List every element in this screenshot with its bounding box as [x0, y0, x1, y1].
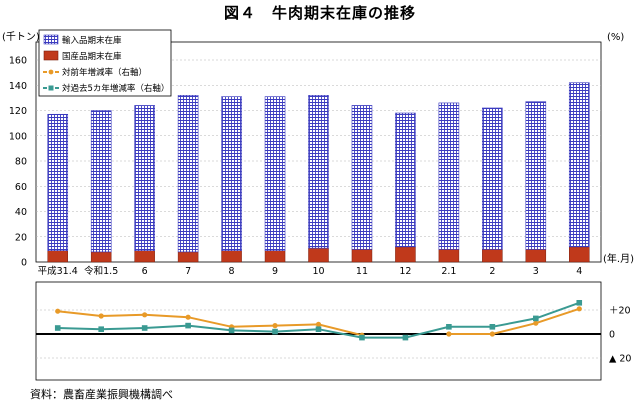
bar-import [568, 82, 590, 248]
marker-5yr [228, 327, 235, 334]
marker-5yr [272, 328, 278, 335]
legend-swatch-domestic [43, 50, 59, 61]
bar-import [264, 96, 286, 251]
bar-import [221, 96, 242, 251]
marker-yoy [576, 306, 582, 312]
marker-yoy [98, 313, 104, 319]
bar-import [308, 95, 329, 249]
bar-domestic [134, 250, 155, 263]
x-axis-unit: (年.月) [603, 252, 634, 265]
right-axis-ticks: ＋20 0 ▲ 20 [609, 306, 631, 365]
bar-domestic [90, 251, 112, 263]
y-tick-label: 160 [9, 56, 27, 67]
x-tick-label: 8 [229, 266, 235, 277]
series-line-yoy [448, 307, 580, 335]
x-tick-label: 12 [399, 266, 411, 277]
legend-marker-5yr [48, 85, 54, 91]
bar-domestic [221, 250, 242, 263]
marker-5yr [533, 315, 539, 322]
bars [47, 82, 590, 263]
bar-import [395, 112, 416, 248]
marker-yoy [533, 320, 539, 326]
right-tick-label: 0 [609, 330, 615, 341]
bar-import [438, 102, 460, 250]
series-line-yoy [57, 310, 363, 337]
bar-import [134, 105, 155, 251]
x-tick-label: 9 [272, 266, 278, 277]
x-tick-label: 平成31.4 [38, 265, 78, 277]
bar-import [47, 113, 69, 251]
marker-5yr [185, 322, 191, 329]
marker-yoy [489, 331, 495, 337]
marker-5yr [359, 334, 365, 341]
y-tick-label: 0 [21, 258, 27, 269]
y-tick-label: 40 [15, 207, 27, 218]
marker-yoy [272, 323, 278, 329]
bar-import [90, 110, 112, 253]
y-tick-label: 100 [9, 131, 27, 142]
x-tick-label: 11 [356, 266, 368, 277]
bar-domestic [177, 251, 199, 263]
x-tick-label: 10 [312, 266, 324, 277]
marker-5yr [402, 334, 409, 341]
x-tick-label: 3 [533, 266, 539, 277]
right-tick-label: ▲ 20 [609, 354, 631, 365]
marker-5yr [54, 325, 61, 331]
x-tick-label: 令和1.5 [84, 265, 118, 277]
y-tick-label: 140 [9, 81, 27, 92]
marker-yoy [142, 312, 148, 318]
left-axis-unit: (千トン) [2, 31, 40, 43]
chart-title: 図４ 牛肉期末在庫の推移 [223, 4, 416, 22]
marker-yoy [55, 308, 61, 314]
marker-5yr [315, 326, 322, 332]
legend-frame [38, 29, 172, 97]
x-axis-ticks: 平成31.4 令和1.5 6 7 8 9 10 11 12 2.1 2 3 4 [38, 265, 583, 277]
marker-5yr [489, 324, 496, 330]
legend: 輸入品期末在庫 国産品期末在庫 対前年増減率（右軸） 対過去5カ年増減率（右軸） [38, 29, 172, 97]
y-tick-label: 60 [15, 182, 27, 193]
x-tick-label: 6 [142, 266, 148, 277]
right-tick-label: ＋20 [609, 306, 631, 317]
marker-5yr [141, 325, 148, 331]
bar-domestic [264, 250, 286, 263]
bar-domestic [482, 249, 503, 263]
marker-yoy [315, 321, 322, 327]
bar-domestic [395, 246, 416, 263]
marker-5yr [98, 326, 104, 332]
bar-domestic [351, 249, 373, 263]
bar-domestic [47, 250, 68, 263]
legend-marker-yoy [48, 69, 54, 75]
legend-swatch-import [43, 34, 59, 45]
marker-5yr [576, 300, 583, 306]
x-tick-label: 4 [576, 266, 582, 277]
marker-yoy [446, 331, 452, 337]
x-tick-label: 7 [185, 266, 191, 277]
bar-import [482, 107, 503, 250]
legend-label-5yr: 対過去5カ年増減率（右軸） [62, 83, 169, 94]
bar-domestic [525, 249, 547, 263]
y-tick-label: 20 [15, 232, 27, 243]
x-tick-label: 2 [489, 266, 495, 277]
bar-import [351, 105, 373, 250]
bar-import [525, 101, 547, 250]
marker-5yr [446, 324, 452, 330]
bar-domestic [308, 247, 329, 263]
source-note: 資料：農畜産業振興機構調べ [30, 388, 173, 401]
y-tick-label: 80 [15, 157, 27, 168]
legend-label-yoy: 対前年増減率（右軸） [62, 67, 147, 78]
bar-domestic [569, 246, 590, 263]
rate-lines [54, 300, 583, 341]
legend-label-import: 輸入品期末在庫 [62, 35, 122, 46]
marker-yoy [185, 314, 191, 320]
right-axis-unit: (%) [607, 32, 624, 43]
bar-import [177, 95, 199, 253]
bar-domestic [438, 249, 460, 263]
legend-label-domestic: 国産品期末在庫 [62, 51, 122, 62]
lower-panel-frame [35, 281, 602, 381]
x-tick-label: 2.1 [441, 266, 456, 277]
left-axis-ticks: 0 20 40 60 80 100 120 140 160 [9, 56, 27, 269]
y-tick-label: 120 [9, 106, 27, 117]
